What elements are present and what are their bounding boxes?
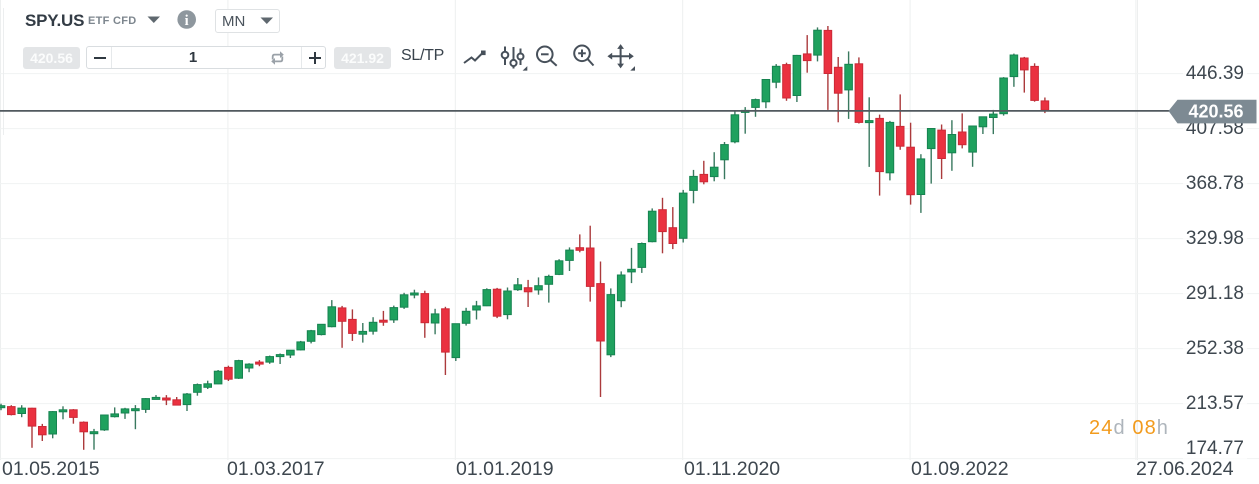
svg-text:420.56: 420.56 (1188, 102, 1243, 122)
svg-text:i: i (184, 13, 188, 29)
